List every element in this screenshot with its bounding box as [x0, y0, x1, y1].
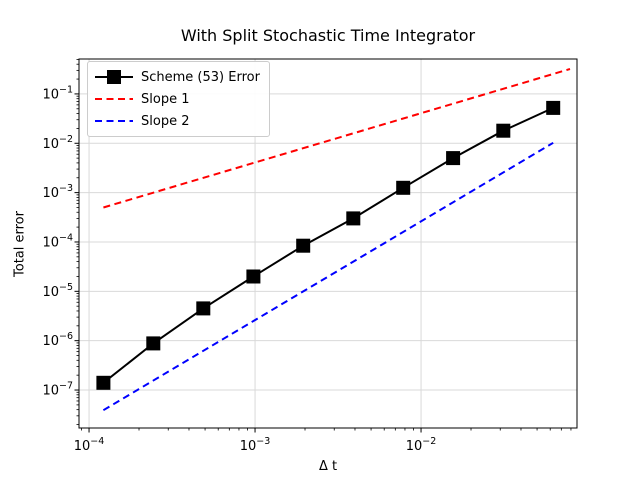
data-point-marker — [246, 269, 261, 284]
legend-label-scheme-error: Scheme (53) Error — [141, 69, 260, 85]
legend: Scheme (53) Error Slope 1 Slope 2 — [87, 61, 270, 137]
series-line-1 — [103, 68, 571, 209]
legend-label-slope2: Slope 2 — [141, 113, 190, 129]
x-axis-label: Δ t — [318, 459, 338, 474]
legend-item-scheme-error: Scheme (53) Error — [95, 67, 260, 87]
data-point-marker — [346, 211, 361, 226]
x-tick-label: 10−3 — [240, 436, 271, 454]
scheme-error-marker-swatch — [95, 70, 133, 84]
data-point-marker — [296, 238, 311, 253]
chart-title: With Split Stochastic Time Integrator — [180, 26, 476, 45]
x-tick-label: 10−4 — [74, 436, 105, 454]
data-point-marker — [396, 180, 411, 195]
series-line-2 — [102, 141, 554, 412]
series-line-0 — [102, 106, 554, 384]
y-tick-label: 10−7 — [42, 381, 73, 399]
data-point-marker — [496, 123, 511, 138]
y-tick-label: 10−2 — [42, 134, 73, 152]
legend-item-slope2: Slope 2 — [95, 111, 260, 131]
y-tick-label: 10−5 — [42, 282, 73, 300]
data-point-marker — [146, 336, 161, 351]
data-point-marker — [546, 100, 561, 115]
x-tick-label: 10−2 — [406, 436, 437, 454]
legend-label-slope1: Slope 1 — [141, 91, 190, 107]
data-point-marker — [446, 151, 461, 166]
y-tick-label: 10−6 — [42, 331, 73, 349]
data-point-marker — [196, 301, 211, 316]
y-axis-label: Total error — [12, 211, 28, 277]
y-tick-label: 10−1 — [42, 84, 73, 102]
axes-frame — [78, 58, 578, 429]
legend-item-slope1: Slope 1 — [95, 89, 260, 109]
y-tick-label: 10−4 — [42, 232, 73, 250]
slope1-dashed-line-swatch — [95, 98, 133, 100]
y-tick-label: 10−3 — [42, 183, 73, 201]
slope2-dashed-line-swatch — [95, 120, 133, 122]
data-point-marker — [96, 375, 111, 390]
